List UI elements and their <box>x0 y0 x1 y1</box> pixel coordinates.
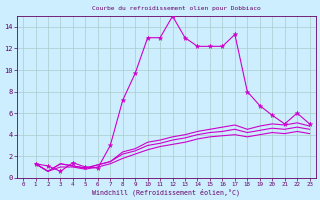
X-axis label: Windchill (Refroidissement éolien,°C): Windchill (Refroidissement éolien,°C) <box>92 188 240 196</box>
Text: Courbe du refroidissement olien pour Dobbiaco: Courbe du refroidissement olien pour Dob… <box>92 6 260 11</box>
